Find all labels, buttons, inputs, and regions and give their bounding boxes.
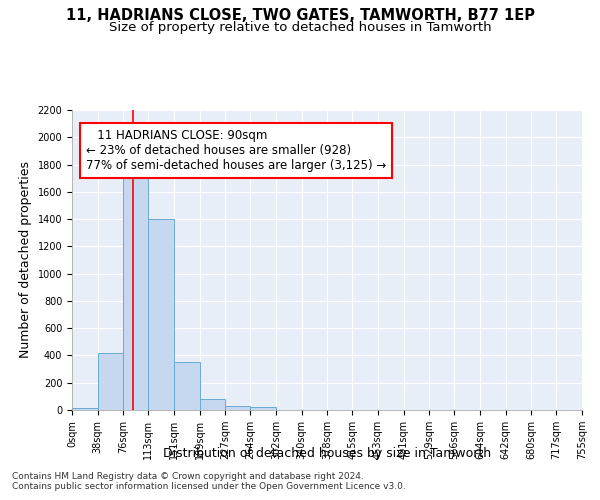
- Bar: [148, 219, 174, 410]
- Text: Size of property relative to detached houses in Tamworth: Size of property relative to detached ho…: [109, 21, 491, 34]
- Bar: [98, 352, 124, 410]
- Bar: [226, 406, 250, 410]
- Bar: [124, 164, 148, 410]
- Y-axis label: Number of detached properties: Number of detached properties: [19, 162, 32, 358]
- Text: Contains public sector information licensed under the Open Government Licence v3: Contains public sector information licen…: [12, 482, 406, 491]
- Text: 11 HADRIANS CLOSE: 90sqm
← 23% of detached houses are smaller (928)
77% of semi-: 11 HADRIANS CLOSE: 90sqm ← 23% of detach…: [86, 129, 386, 172]
- Bar: [174, 362, 200, 410]
- Text: 11, HADRIANS CLOSE, TWO GATES, TAMWORTH, B77 1EP: 11, HADRIANS CLOSE, TWO GATES, TAMWORTH,…: [65, 8, 535, 22]
- Text: Contains HM Land Registry data © Crown copyright and database right 2024.: Contains HM Land Registry data © Crown c…: [12, 472, 364, 481]
- Bar: [72, 408, 98, 410]
- Text: Distribution of detached houses by size in Tamworth: Distribution of detached houses by size …: [163, 448, 491, 460]
- Bar: [200, 399, 226, 410]
- Bar: [250, 408, 276, 410]
